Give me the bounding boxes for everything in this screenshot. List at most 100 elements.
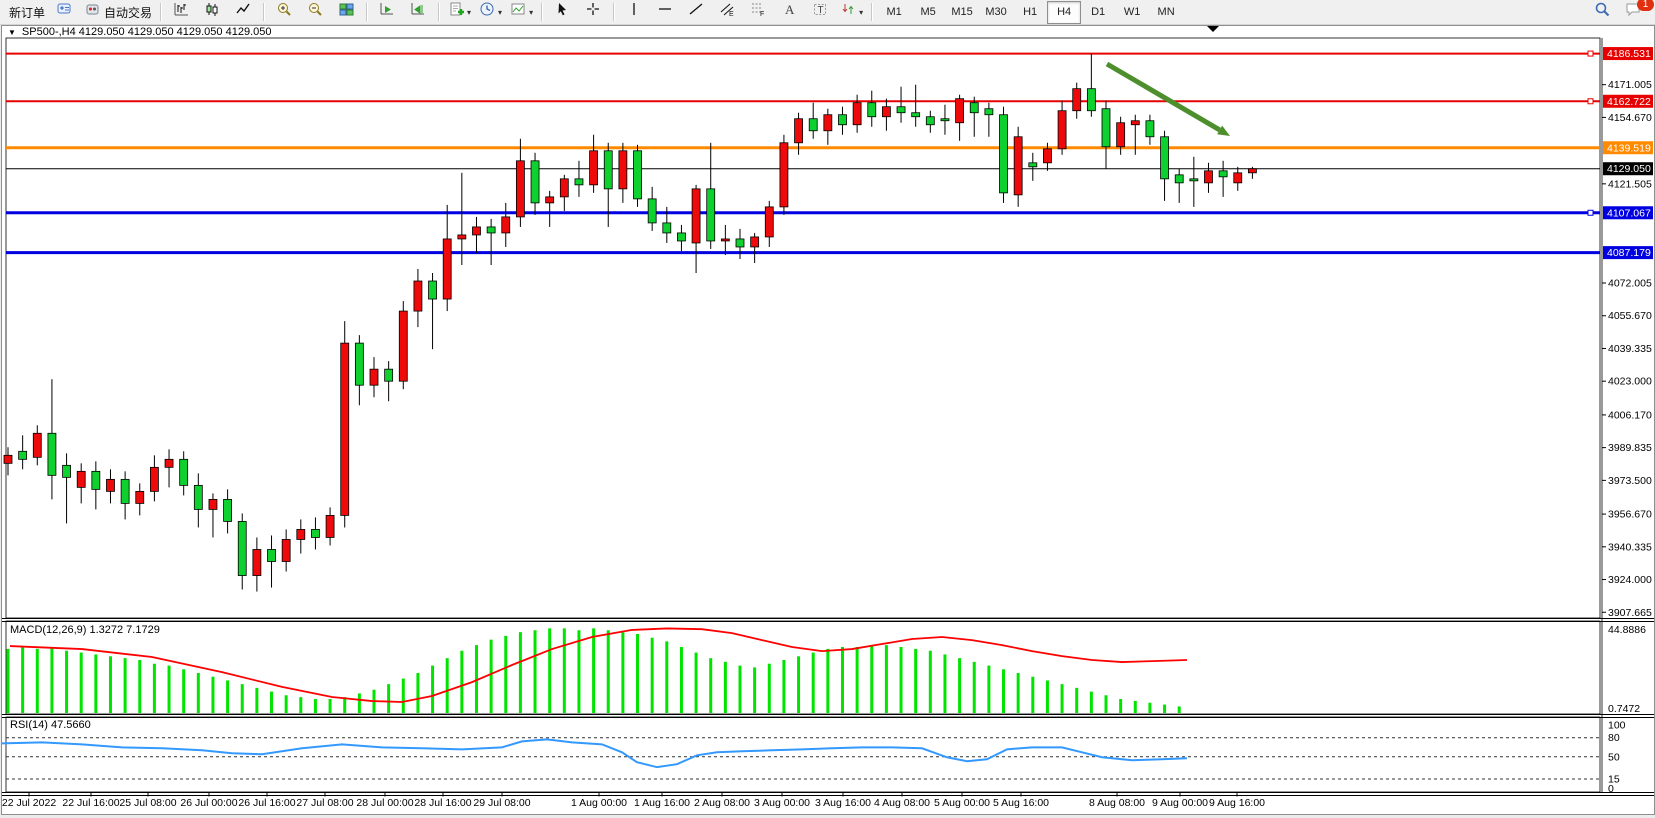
period-button[interactable]: ▾ — [476, 1, 505, 24]
candle-body — [62, 464, 71, 478]
timeframe-h1-button[interactable]: H1 — [1023, 6, 1038, 18]
candle-body — [1145, 120, 1155, 138]
time-tick-label: 22 Jul 16:00 — [62, 797, 119, 809]
autotrade-button[interactable]: 自动交易 — [81, 1, 155, 24]
candle-body — [647, 198, 657, 224]
search-button[interactable] — [1588, 1, 1617, 24]
new-order-button[interactable]: 新订单 — [3, 1, 48, 24]
trendline-button[interactable] — [682, 1, 711, 24]
candle-body — [896, 106, 906, 114]
toolbar-separator — [263, 3, 266, 21]
macd-axis-max: 44.8886 — [1608, 624, 1646, 636]
arrows-button[interactable]: ▾ — [837, 1, 866, 24]
candle-body — [984, 108, 994, 116]
terminal-icon — [56, 1, 73, 23]
price-flag-label: 4087.179 — [1607, 247, 1651, 259]
new-order-label: 新订单 — [9, 5, 46, 20]
splitter-marker-icon[interactable] — [1207, 26, 1219, 32]
toolbar-separator — [613, 3, 616, 21]
terminal-button[interactable] — [50, 1, 79, 24]
fib-icon: F — [750, 1, 767, 23]
text-button[interactable]: A — [775, 1, 804, 24]
bar-chart-button[interactable] — [167, 1, 196, 24]
candle-body — [706, 188, 716, 242]
line-handle[interactable] — [1587, 98, 1594, 105]
candle-body — [574, 178, 584, 186]
candle-body — [691, 188, 701, 244]
candle-body — [164, 458, 174, 468]
trend-arrow-head[interactable] — [1217, 125, 1230, 136]
chevron-down-icon: ▾ — [529, 7, 534, 17]
timeframe-w1-button[interactable]: W1 — [1123, 6, 1141, 18]
trend-arrow[interactable] — [1105, 61, 1221, 133]
robot-icon — [84, 1, 101, 23]
candle-body — [882, 106, 891, 118]
auto-scroll-button[interactable] — [373, 1, 402, 24]
timeframe-m1-button[interactable]: M1 — [886, 6, 902, 18]
candle-body — [735, 238, 745, 248]
timeframe-m30-button[interactable]: M30 — [985, 6, 1007, 18]
candle-body — [867, 102, 877, 118]
candle-body — [120, 478, 130, 504]
crosshair-icon — [585, 1, 602, 23]
candle-body — [340, 342, 350, 516]
price-tick-label: 3924.000 — [1608, 574, 1652, 586]
fibonacci-button[interactable]: F — [744, 1, 773, 24]
time-tick-label: 29 Jul 08:00 — [473, 797, 530, 809]
timeframe-h4-button[interactable]: H4 — [1047, 0, 1082, 24]
main-toolbar: 新订单 自动交易 ▾ ▾ ▾ E F A T ▾ M1 M5 M15 M30 H1 H4 D1 W1 MN 1 — [0, 0, 1655, 39]
cursor-button[interactable] — [548, 1, 577, 24]
candle-body — [1160, 136, 1169, 180]
candle-body — [1043, 148, 1052, 164]
timeframe-m15-button[interactable]: M15 — [951, 6, 973, 18]
candle-body — [413, 280, 423, 312]
candle-body — [501, 216, 511, 234]
zoomin-icon — [276, 1, 293, 23]
main-pane — [5, 37, 1601, 619]
tile-windows-button[interactable] — [332, 1, 361, 24]
candle-body — [618, 150, 628, 190]
candle-body — [18, 450, 28, 460]
horizontal-line-button[interactable] — [651, 1, 680, 24]
rsi-label: RSI(14) 47.5660 — [10, 719, 91, 731]
zoom-in-button[interactable] — [270, 1, 299, 24]
candle-body — [589, 150, 598, 186]
time-axis[interactable]: 22 Jul 2022 22 Jul 16:00 25 Jul 08:00 26 Ju… — [2, 792, 1265, 810]
notifications-button[interactable]: 1 — [1619, 0, 1654, 24]
chart-area[interactable]: 4171.005 4154.670 4121.505 4072.005 4055.670… — [2, 26, 1654, 814]
crosshair-button[interactable] — [579, 1, 608, 24]
vertical-line-button[interactable] — [620, 1, 649, 24]
time-tick-label: 3 Aug 16:00 — [815, 797, 871, 809]
rsi-axis-label: 0 — [1608, 783, 1614, 795]
timeframe-d1-button[interactable]: D1 — [1091, 6, 1106, 18]
channel-icon: E — [719, 1, 736, 23]
chevron-down-icon: ▾ — [498, 7, 503, 17]
collapse-arrow-icon[interactable]: ▼ — [8, 27, 16, 37]
indicators-button[interactable]: ▾ — [445, 1, 474, 24]
candle-body — [808, 118, 818, 132]
time-tick-label: 25 Jul 08:00 — [119, 797, 176, 809]
price-tick-label: 3973.500 — [1608, 475, 1652, 487]
candle-body — [545, 196, 555, 204]
line-handle[interactable] — [1587, 50, 1594, 57]
toolbar-separator — [871, 3, 874, 21]
shift-chart-button[interactable] — [404, 1, 433, 24]
candle-body — [852, 102, 862, 126]
timeframe-m5-button[interactable]: M5 — [920, 6, 936, 18]
template-button[interactable]: ▾ — [507, 1, 536, 24]
timeframe-mn-button[interactable]: MN — [1157, 6, 1175, 18]
line-chart-button[interactable] — [229, 1, 258, 24]
candlestick-chart-button[interactable] — [198, 1, 227, 24]
channel-button[interactable]: E — [713, 1, 742, 24]
time-tick-label: 8 Aug 08:00 — [1089, 797, 1145, 809]
candle-body — [1218, 170, 1228, 178]
price-flag-label: 4162.722 — [1607, 96, 1651, 108]
candle-body — [1116, 122, 1126, 148]
text-label-button[interactable]: T — [806, 1, 835, 24]
candle-body — [472, 226, 481, 236]
line-handle[interactable] — [1587, 209, 1594, 216]
zoom-out-button[interactable] — [301, 1, 330, 24]
toolbar-separator — [160, 3, 163, 21]
candle-body — [1174, 174, 1184, 184]
candle-body — [764, 206, 774, 238]
